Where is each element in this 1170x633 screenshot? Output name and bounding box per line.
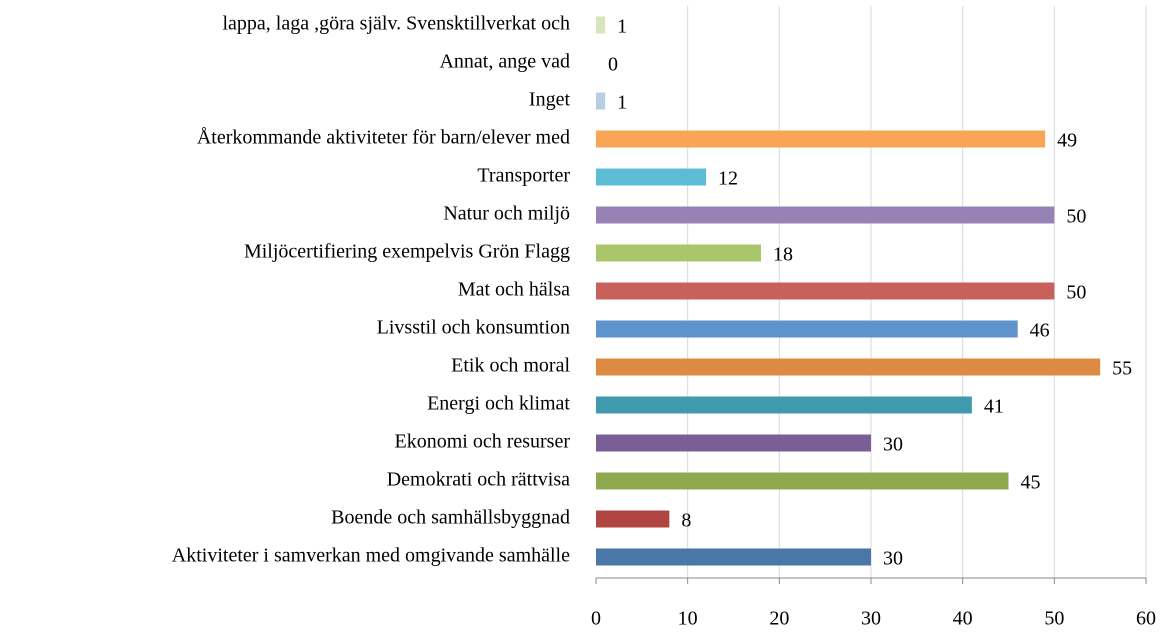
- bar: [596, 396, 972, 414]
- y-tick-label: Inget: [529, 89, 571, 111]
- y-tick-label: Aktiviteter i samverkan med omgivande sa…: [172, 545, 570, 567]
- y-tick-label: Ekonomi och resurser: [394, 431, 570, 453]
- x-tick-label: 60: [1136, 608, 1156, 630]
- y-tick-label: Mat och hälsa: [458, 279, 570, 301]
- bar: [596, 168, 706, 186]
- value-label: 1: [617, 16, 627, 38]
- value-label: 55: [1112, 358, 1132, 380]
- bar: [596, 130, 1046, 148]
- y-tick-label: Demokrati och rättvisa: [387, 469, 570, 491]
- x-tick-label: 40: [953, 608, 973, 630]
- bar: [596, 548, 871, 566]
- bar: [596, 510, 670, 528]
- value-label: 18: [773, 244, 793, 266]
- value-label: 50: [1066, 206, 1086, 228]
- y-tick-label: Boende och samhällsbyggnad: [331, 507, 570, 529]
- y-tick-label: Livsstil och konsumtion: [377, 317, 570, 339]
- y-tick-label: Natur och miljö: [443, 203, 570, 225]
- value-label: 1: [617, 92, 627, 114]
- x-tick-label: 10: [678, 608, 698, 630]
- y-tick-label: Annat, ange vad: [439, 51, 570, 73]
- bar: [596, 206, 1055, 224]
- value-label: 30: [883, 548, 903, 570]
- value-label: 12: [718, 168, 738, 190]
- y-tick-label: Energi och klimat: [427, 393, 570, 415]
- value-label: 45: [1021, 472, 1041, 494]
- value-label: 41: [984, 396, 1004, 418]
- bar: [596, 434, 871, 452]
- bar: [596, 282, 1055, 300]
- bar: [596, 244, 761, 262]
- y-tick-label: Miljöcertifiering exempelvis Grön Flagg: [244, 241, 570, 263]
- bar: [596, 472, 1009, 490]
- bar: [596, 92, 606, 110]
- bar: [596, 358, 1101, 376]
- bar: [596, 16, 606, 34]
- value-label: 50: [1066, 282, 1086, 304]
- value-label: 46: [1030, 320, 1050, 342]
- value-label: 8: [681, 510, 691, 532]
- x-tick-label: 50: [1044, 608, 1064, 630]
- y-tick-label: Etik och moral: [451, 355, 570, 377]
- value-label: 30: [883, 434, 903, 456]
- value-label: 0: [608, 54, 618, 76]
- y-tick-label: Återkommande aktiviteter för barn/elever…: [197, 127, 570, 149]
- value-label: 49: [1057, 130, 1077, 152]
- bar: [596, 320, 1018, 338]
- x-tick-label: 0: [591, 608, 601, 630]
- y-tick-label: lappa, laga ,göra själv. Svensktillverka…: [223, 13, 571, 35]
- x-tick-label: 30: [861, 608, 881, 630]
- x-tick-label: 20: [769, 608, 789, 630]
- y-tick-label: Transporter: [477, 165, 570, 187]
